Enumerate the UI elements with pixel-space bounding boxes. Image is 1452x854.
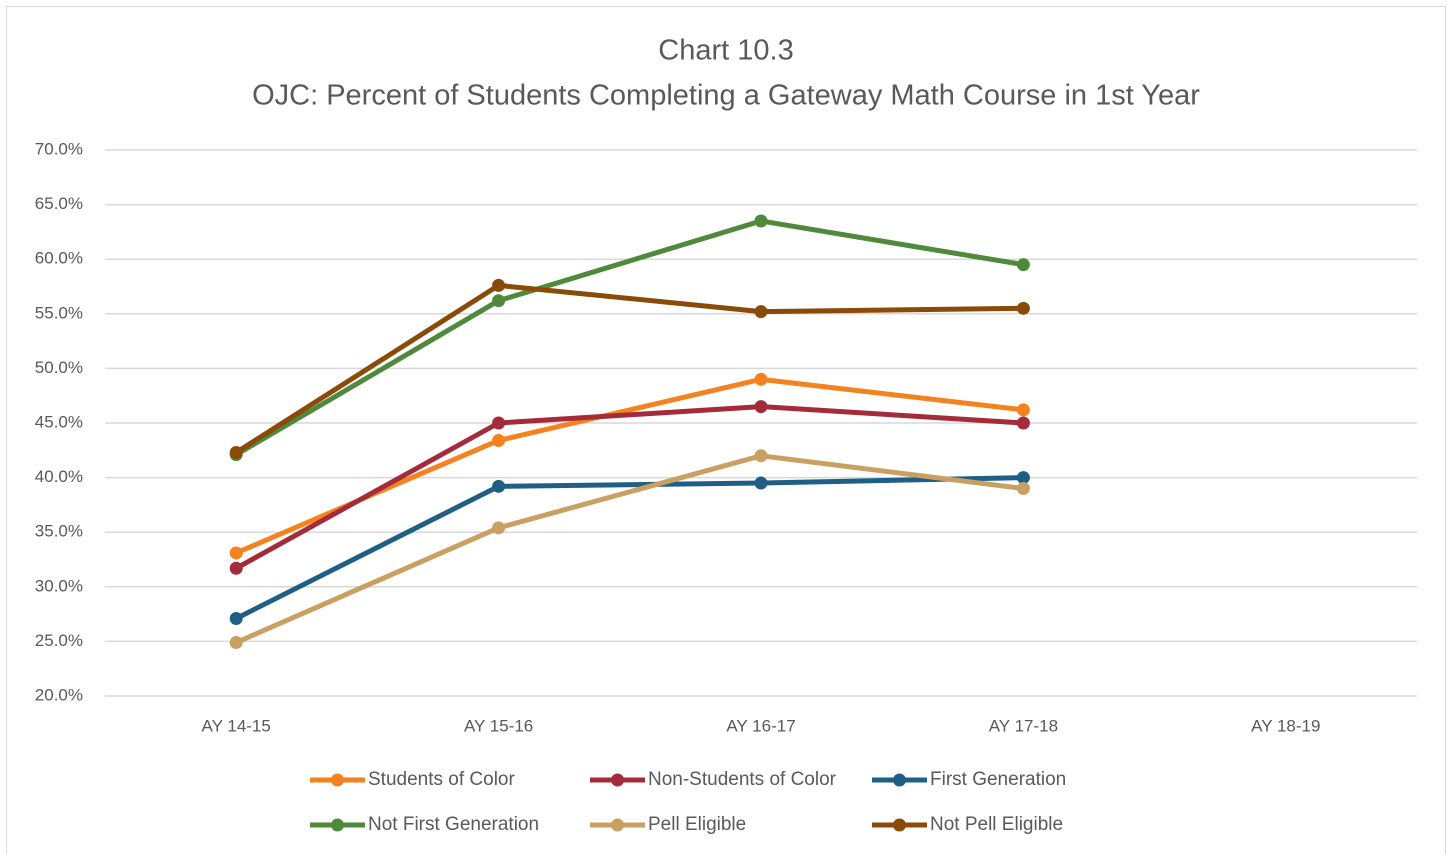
series-line: [234, 282, 1024, 455]
data-point: [229, 635, 243, 649]
chart-subtitle: OJC: Percent of Students Completing a Ga…: [252, 80, 1200, 112]
data-point: [1016, 482, 1030, 496]
data-point: [754, 372, 768, 386]
legend-label: Not Pell Eligible: [930, 814, 1063, 835]
y-tick-label: 50.0%: [35, 358, 83, 377]
legend-marker: [331, 773, 344, 787]
data-point: [492, 521, 506, 535]
data-point: [229, 445, 243, 459]
x-tick-label: AY 16-17: [726, 716, 795, 735]
y-tick-label: 65.0%: [35, 194, 83, 213]
data-point: [754, 305, 768, 319]
y-tick-label: 45.0%: [35, 412, 83, 431]
legend-label: First Generation: [930, 769, 1066, 790]
data-point: [229, 546, 243, 560]
series-line: [234, 218, 1024, 457]
x-tick-label: AY 14-15: [202, 716, 271, 735]
y-tick-label: 30.0%: [35, 576, 83, 595]
y-tick-label: 60.0%: [35, 249, 83, 268]
data-point: [754, 449, 768, 463]
legend-label: Students of Color: [368, 769, 515, 790]
data-point: [1016, 416, 1030, 430]
data-point: [754, 214, 768, 228]
data-point: [492, 416, 506, 430]
y-tick-label: 20.0%: [35, 685, 83, 704]
data-point: [1016, 403, 1030, 417]
series-line: [235, 453, 1024, 645]
data-point: [492, 278, 506, 292]
data-point: [1016, 258, 1030, 272]
data-point: [229, 611, 243, 625]
data-point: [754, 400, 768, 414]
data-point: [1016, 471, 1030, 485]
legend-marker: [893, 818, 906, 832]
y-tick-label: 70.0%: [35, 139, 83, 158]
x-tick-label: AY 18-19: [1251, 716, 1320, 735]
series-line: [235, 475, 1024, 621]
legend-label: Pell Eligible: [648, 814, 746, 835]
x-tick-label: AY 17-18: [989, 716, 1058, 735]
legend-marker: [331, 818, 344, 832]
legend-marker: [893, 773, 906, 787]
y-tick-label: 40.0%: [35, 467, 83, 486]
data-point: [1016, 301, 1030, 315]
y-tick-label: 55.0%: [35, 303, 83, 322]
data-point: [492, 294, 506, 308]
data-point: [492, 479, 506, 493]
legend-marker: [611, 818, 624, 832]
y-tick-label: 25.0%: [35, 631, 83, 650]
series-line: [234, 404, 1024, 571]
x-tick-label: AY 15-16: [464, 716, 533, 735]
legend-label: Non-Students of Color: [648, 769, 837, 790]
legend-marker: [611, 773, 624, 787]
legend-label: Not First Generation: [368, 814, 539, 835]
chart-title: Chart 10.3: [658, 35, 793, 67]
data-point: [492, 433, 506, 447]
y-tick-label: 35.0%: [35, 522, 83, 541]
chart-border: [6, 6, 1446, 854]
data-point: [229, 561, 243, 575]
data-point: [754, 476, 768, 490]
